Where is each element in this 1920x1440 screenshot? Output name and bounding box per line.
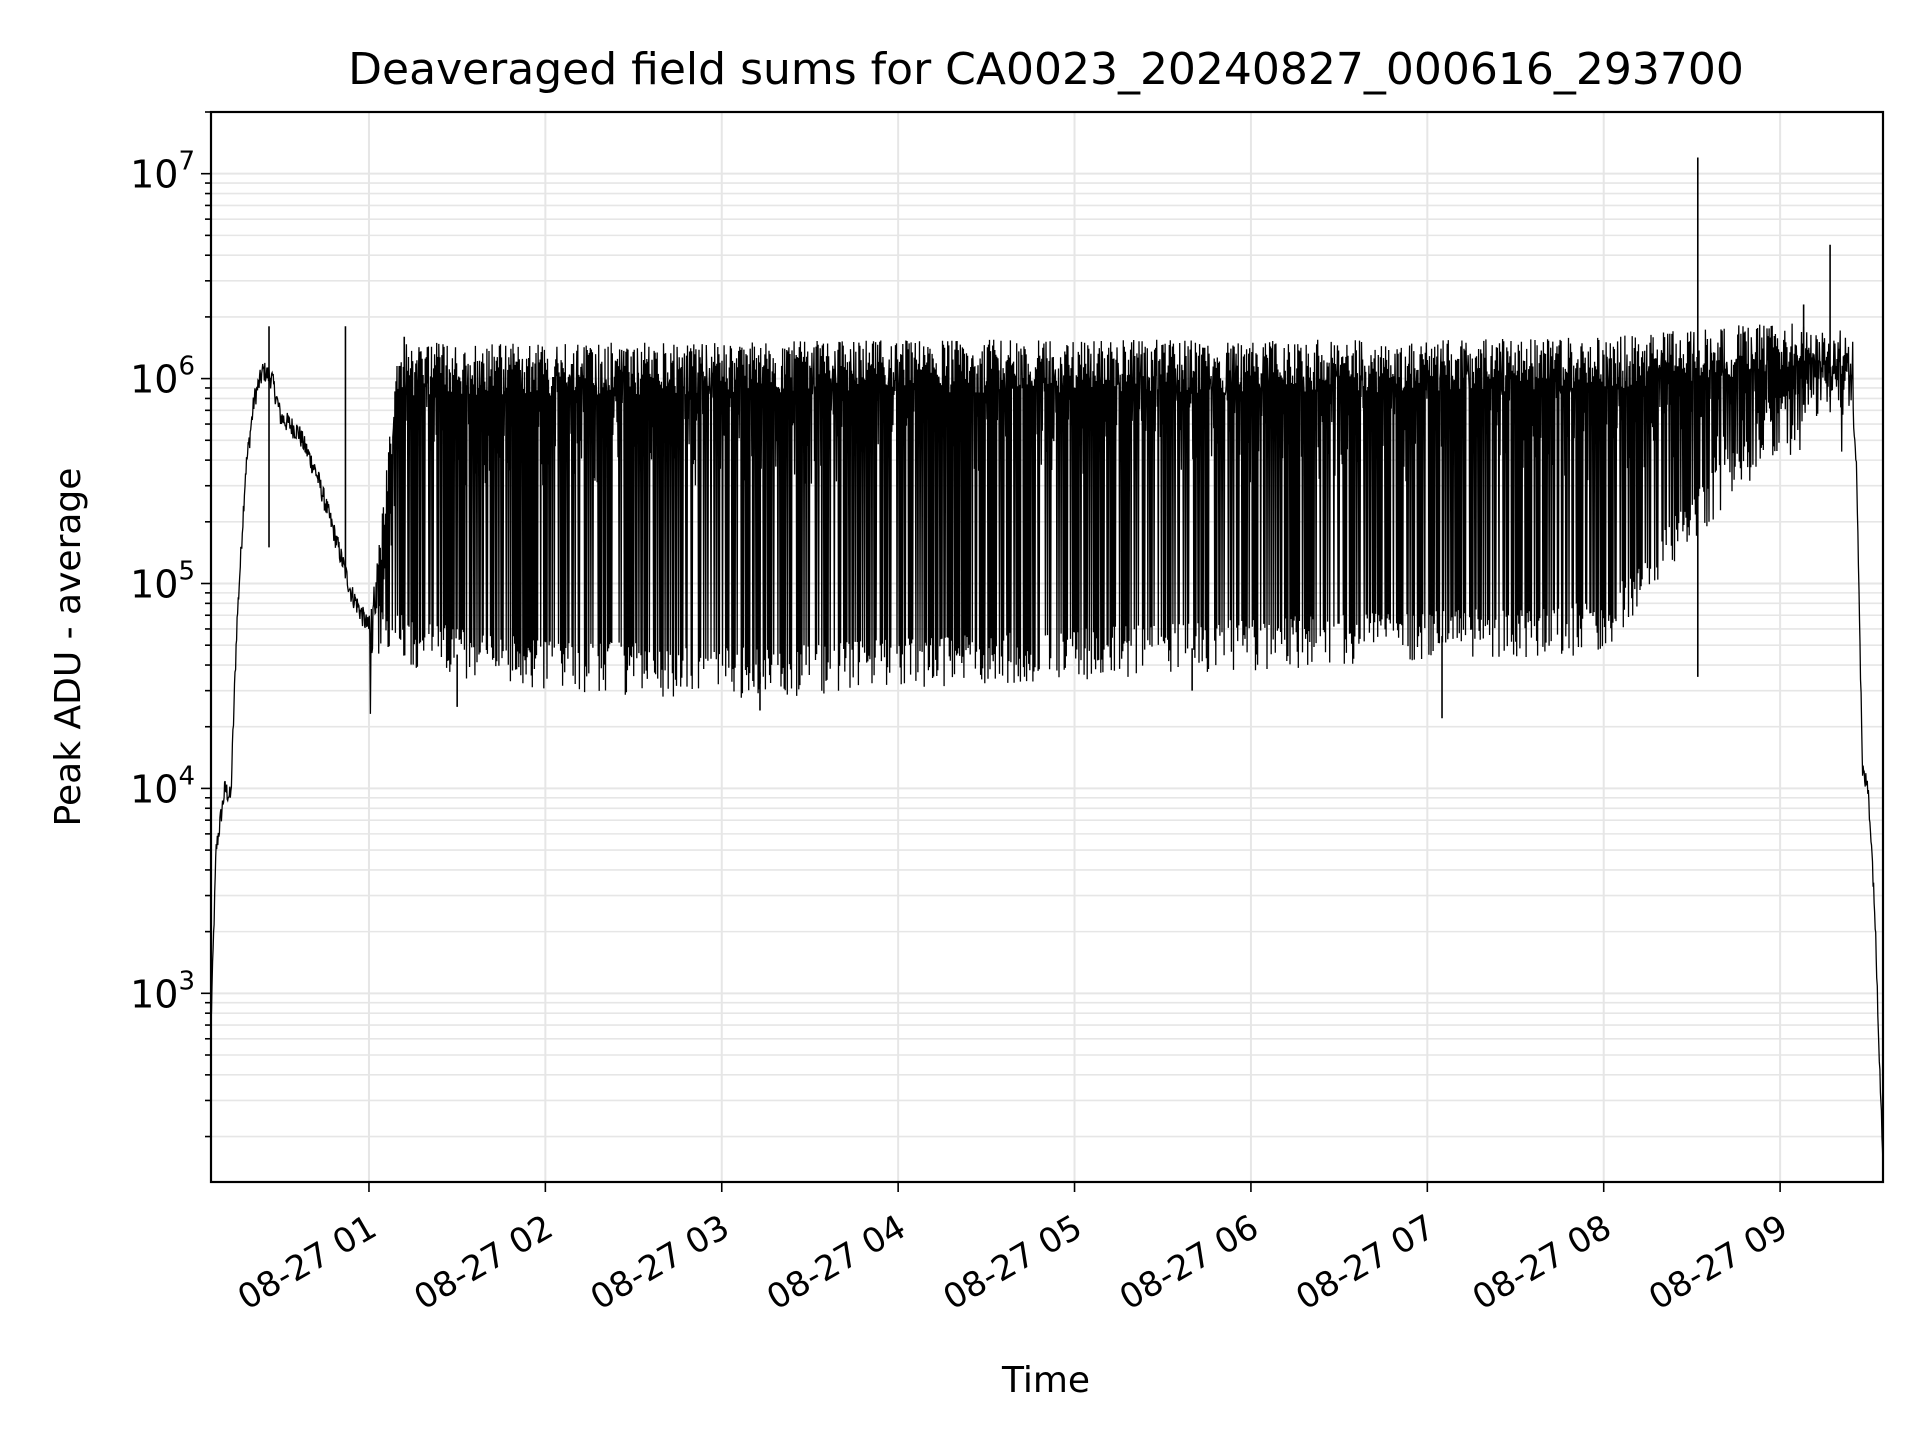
y-tick-label: 107 bbox=[130, 147, 195, 197]
y-tick-base: 10 bbox=[130, 767, 178, 811]
plot-frame bbox=[209, 110, 1885, 1184]
x-axis-label: Time bbox=[1001, 1360, 1090, 1401]
y-axis-label: Peak ADU - average bbox=[48, 468, 89, 827]
y-tick-base: 10 bbox=[130, 563, 178, 607]
y-tick-base: 10 bbox=[130, 153, 178, 197]
chart-title: Deaveraged field sums for CA0023_2024082… bbox=[348, 44, 1744, 95]
y-tick-exponent: 7 bbox=[178, 147, 195, 177]
y-tick-exponent: 3 bbox=[178, 966, 195, 996]
y-tick-label: 106 bbox=[130, 352, 195, 402]
y-tick-label: 103 bbox=[130, 966, 195, 1016]
y-tick-base: 10 bbox=[130, 972, 178, 1016]
y-tick-base: 10 bbox=[130, 358, 178, 402]
y-tick-label: 104 bbox=[130, 761, 195, 811]
data-series-line bbox=[210, 323, 1884, 1166]
y-tick-label: 105 bbox=[130, 557, 195, 607]
y-tick-exponent: 5 bbox=[178, 557, 195, 587]
y-tick-exponent: 6 bbox=[178, 352, 195, 382]
y-tick-exponent: 4 bbox=[178, 761, 195, 791]
data-layer bbox=[210, 157, 1884, 1166]
